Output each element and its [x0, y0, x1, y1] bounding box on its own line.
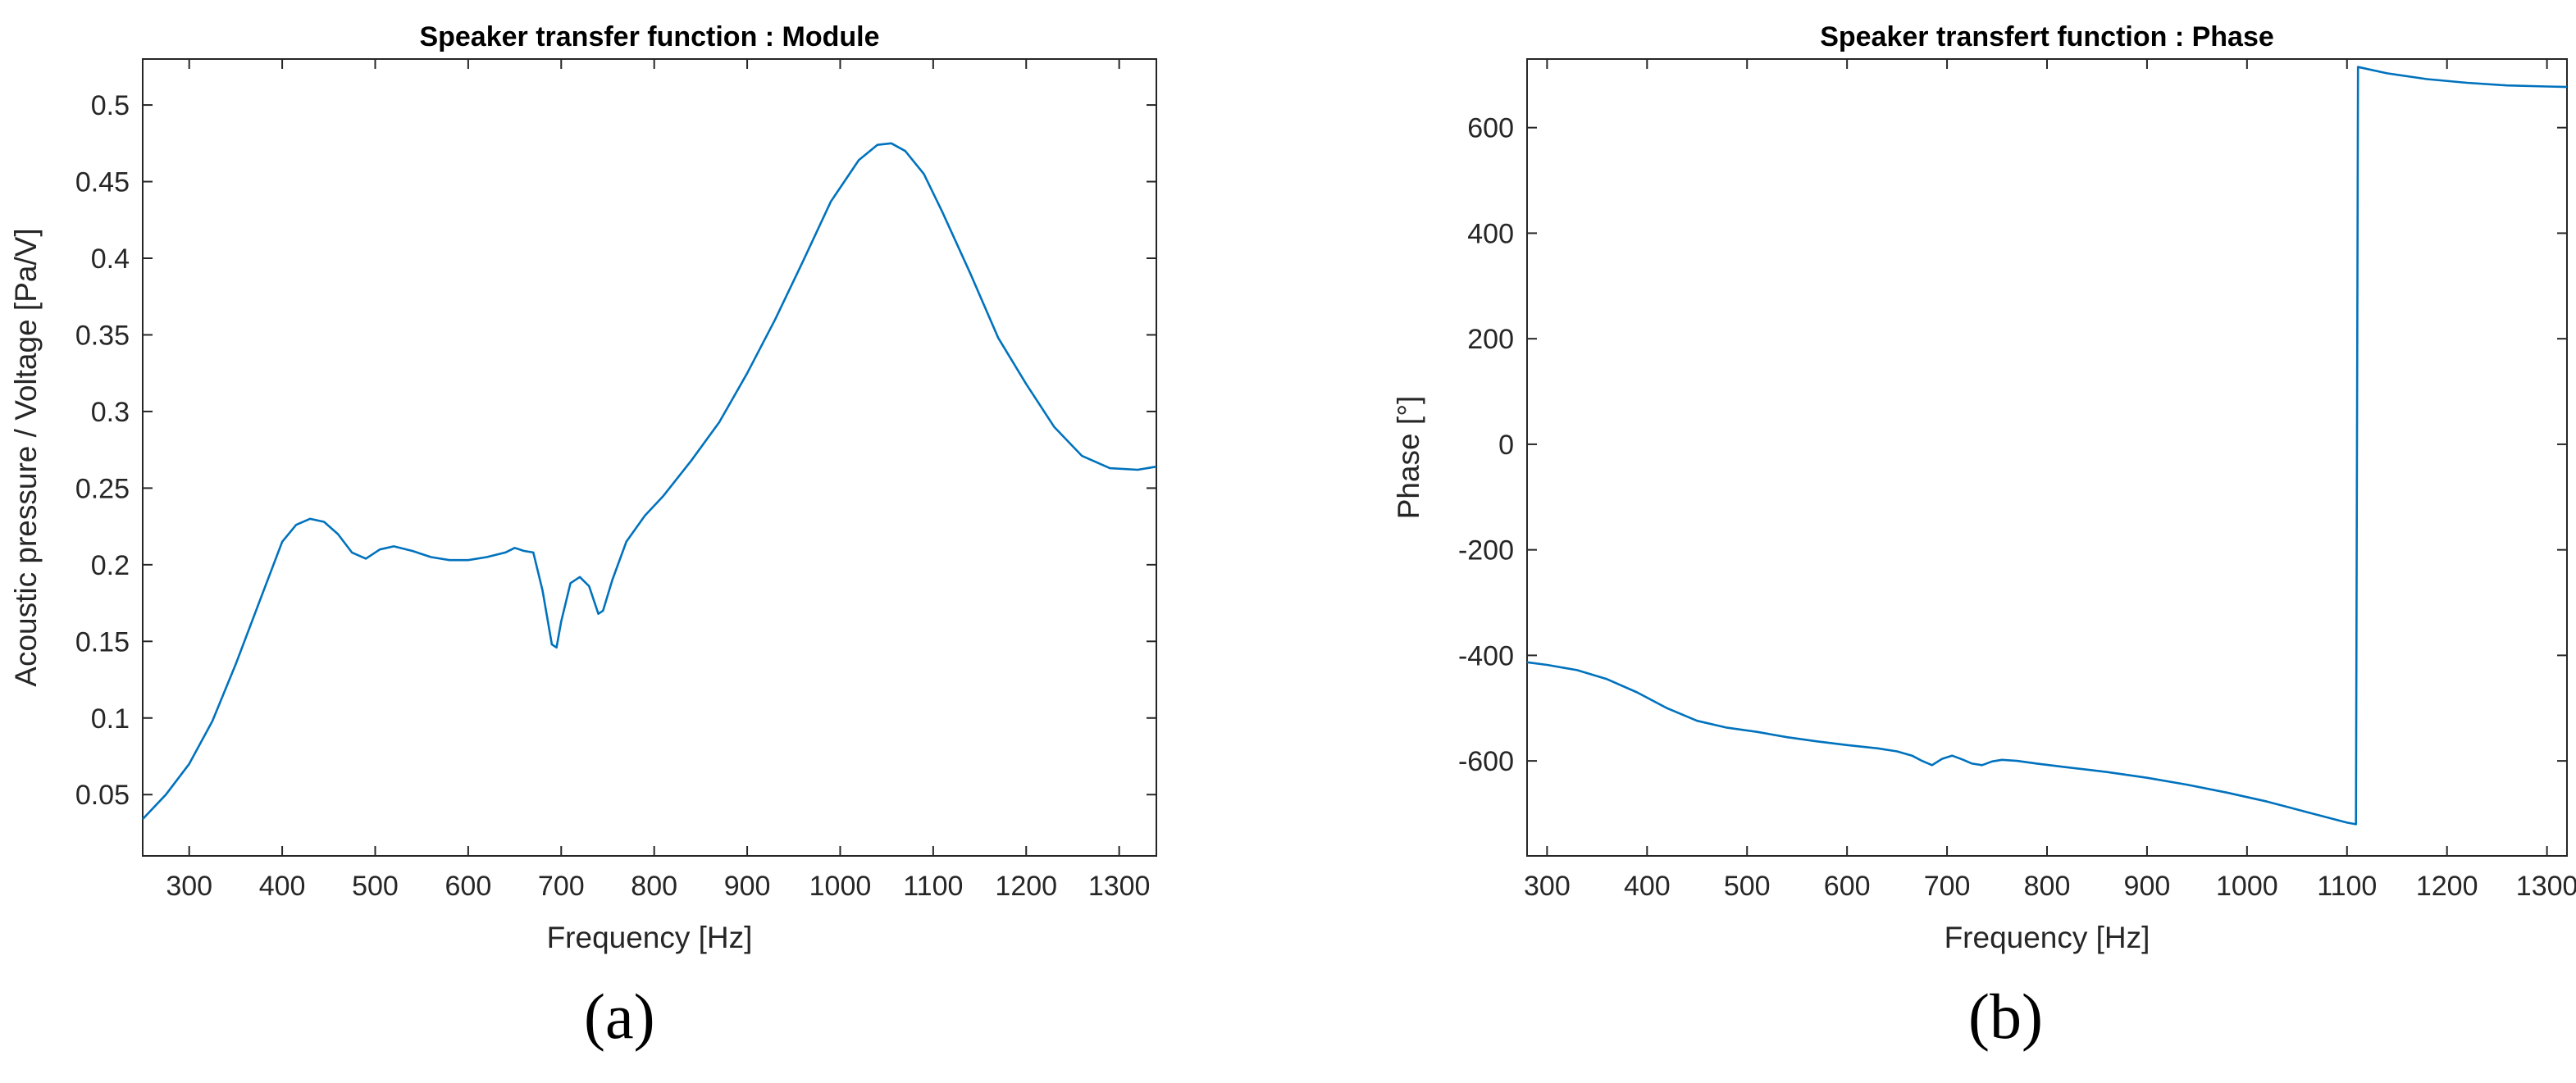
y-axis-title: Phase [°]	[1392, 396, 1425, 520]
x-tick-label: 1100	[903, 871, 963, 902]
y-tick-label: 0.5	[91, 90, 130, 121]
y-tick-label: 0.15	[75, 626, 130, 658]
x-tick-label: 700	[538, 871, 585, 902]
x-tick-label: 1000	[2216, 871, 2278, 902]
x-tick-label: 1300	[2516, 871, 2576, 902]
x-tick-label: 1200	[995, 871, 1057, 902]
x-tick-label: 700	[1924, 871, 1971, 902]
chart-panel-b: Speaker transfert function : Phase 300 400…	[1392, 21, 2576, 954]
y-tick-label: 200	[1467, 324, 1514, 355]
y-tick-label: -200	[1458, 535, 1514, 567]
y-tick-label: 0.25	[75, 473, 130, 504]
y-tick-label: 0.3	[91, 397, 130, 428]
x-tick-label: 900	[724, 871, 771, 902]
y-tick-label: 0.4	[91, 243, 130, 275]
plot-area-frame	[142, 58, 1157, 857]
panel-label-b: (b)	[1968, 981, 2043, 1052]
x-tick-label: 600	[1824, 871, 1871, 902]
y-tick-label: 600	[1467, 113, 1514, 144]
y-tick-label: -400	[1458, 640, 1514, 671]
x-tick-label: 400	[259, 871, 306, 902]
y-tick-label: 0.45	[75, 167, 130, 198]
y-axis-title: Acoustic pressure / Voltage [Pa/V]	[9, 228, 43, 686]
y-tick-label: 0.05	[75, 780, 130, 811]
panel-label-a: (a)	[584, 981, 655, 1052]
x-tick-label: 500	[352, 871, 399, 902]
x-tick-label: 1200	[2416, 871, 2478, 902]
x-tick-label: 900	[2124, 871, 2171, 902]
x-tick-label: 800	[2024, 871, 2071, 902]
y-tick-label: 0.2	[91, 550, 130, 581]
chart-title: Speaker transfert function : Phase	[1820, 21, 2274, 52]
x-tick-label: 600	[445, 871, 492, 902]
x-axis-title: Frequency [Hz]	[547, 921, 753, 954]
y-tick-label: 0	[1498, 430, 1514, 461]
x-tick-label: 300	[1524, 871, 1571, 902]
y-tick-label: 400	[1467, 218, 1514, 249]
plot-area-frame	[1526, 58, 2568, 857]
y-tick-label: -600	[1458, 746, 1514, 777]
x-axis-title: Frequency [Hz]	[1945, 921, 2150, 954]
x-tick-label: 500	[1724, 871, 1771, 902]
x-tick-label: 300	[166, 871, 212, 902]
x-tick-label: 1000	[809, 871, 872, 902]
series-line-0	[142, 142, 1157, 820]
x-tick-label: 800	[631, 871, 677, 902]
y-tick-label: 0.1	[91, 703, 130, 735]
chart-panel-a: Speaker transfer function : Module 300 400…	[9, 21, 1157, 954]
x-tick-label: 1100	[2317, 871, 2377, 902]
y-tick-label: 0.35	[75, 320, 130, 351]
x-tick-label: 400	[1624, 871, 1671, 902]
x-tick-label: 1300	[1088, 871, 1151, 902]
series-line-0	[1526, 66, 2568, 826]
chart-title: Speaker transfer function : Module	[419, 21, 879, 52]
